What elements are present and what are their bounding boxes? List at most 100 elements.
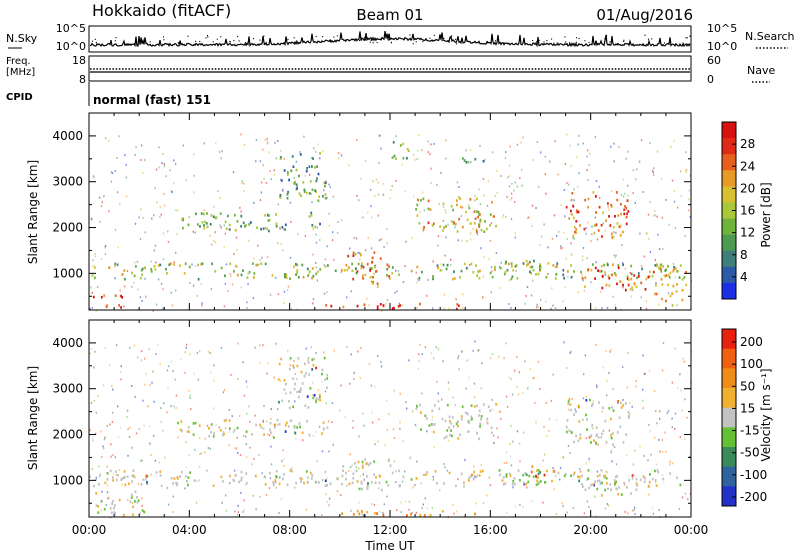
echo-pixel [109,469,112,473]
echo-pixel [545,275,548,279]
scatter-pixel [669,463,671,466]
scatter-pixel [234,510,236,513]
scatter-pixel [448,388,450,391]
scatter-pixel [431,418,433,421]
echo-pixel [302,181,305,184]
echo-pixel [628,416,630,419]
scatter-pixel [563,231,565,234]
scatter-pixel [489,357,492,360]
echo-pixel [311,188,314,192]
echo-pixel [166,272,168,275]
scatter-pixel [508,164,511,167]
echo-pixel [577,475,579,478]
scatter-pixel [583,289,586,292]
scatter-pixel [456,510,458,513]
scatter-pixel [346,346,348,348]
scatter-pixel [164,456,166,459]
nsearch-dot [538,39,540,41]
echo-pixel [604,488,606,492]
echo-pixel [573,270,575,273]
echo-pixel [465,210,467,214]
echo-pixel [603,475,605,478]
scatter-pixel [385,399,388,402]
echo-pixel [600,223,603,227]
echo-pixel [608,215,610,218]
scatter-pixel [596,238,599,241]
scatter-pixel [220,346,223,349]
scatter-pixel [611,460,613,463]
scatter-pixel [490,222,493,225]
echo-pixel [420,411,422,414]
scatter-pixel [307,359,309,362]
scatter-pixel [228,444,230,447]
scatter-pixel [431,506,433,509]
scatter-pixel [386,227,388,230]
echo-pixel [92,295,95,299]
scatter-pixel [140,144,143,147]
scatter-pixel [589,152,591,155]
scatter-pixel [622,398,624,401]
echo-pixel [665,299,667,303]
scatter-pixel [563,341,565,344]
scatter-pixel [141,459,143,462]
scatter-pixel [547,246,549,249]
scatter-pixel [213,205,215,208]
scatter-pixel [116,191,119,194]
echo-pixel [599,270,601,273]
scatter-pixel [564,286,566,289]
echo-pixel [416,214,419,217]
colorbar-segment [722,122,736,139]
echo-pixel [525,473,528,477]
echo-pixel [336,477,339,480]
scatter-pixel [185,179,187,182]
echo-pixel [683,276,686,279]
echo-pixel [643,480,646,483]
nsearch-dot [686,37,688,39]
scatter-pixel [152,370,154,373]
echo-pixel [182,217,185,220]
echo-pixel [446,263,449,267]
echo-pixel [281,399,284,403]
scatter-pixel [540,235,543,238]
scatter-pixel [401,480,404,483]
echo-pixel [355,271,358,275]
echo-pixel [591,402,594,406]
scatter-pixel [415,511,418,514]
nsearch-dot [495,40,496,42]
echo-pixel [288,400,290,403]
echo-pixel [630,272,633,276]
scatter-pixel [269,293,272,296]
scatter-pixel [162,152,164,155]
echo-pixel [351,269,354,273]
scatter-pixel [134,153,136,156]
scatter-pixel [170,405,172,408]
scatter-pixel [362,412,364,415]
scatter-pixel [532,377,534,380]
echo-pixel [395,157,397,161]
scatter-pixel [159,363,161,366]
echo-pixel [600,469,603,472]
nsearch-dot [101,43,103,45]
nsearch-dot [359,39,360,41]
echo-pixel [565,205,568,209]
scatter-pixel [163,204,166,207]
colorbar-segment [722,250,736,268]
echo-pixel [121,477,124,480]
scatter-pixel [613,254,615,257]
echo-pixel [373,460,376,463]
echo-pixel [672,284,675,288]
scatter-pixel [308,272,310,275]
echo-pixel [310,477,313,480]
echo-pixel [570,431,573,434]
scatter-pixel [395,481,397,484]
scatter-pixel [241,182,243,185]
scatter-pixel [534,401,536,404]
echo-pixel [300,194,302,197]
echo-pixel [113,511,116,514]
echo-pixel [321,372,323,376]
scatter-pixel [313,147,315,150]
echo-pixel [494,268,496,271]
scatter-pixel [617,402,619,404]
scatter-pixel [559,478,561,481]
scatter-pixel [133,344,136,347]
